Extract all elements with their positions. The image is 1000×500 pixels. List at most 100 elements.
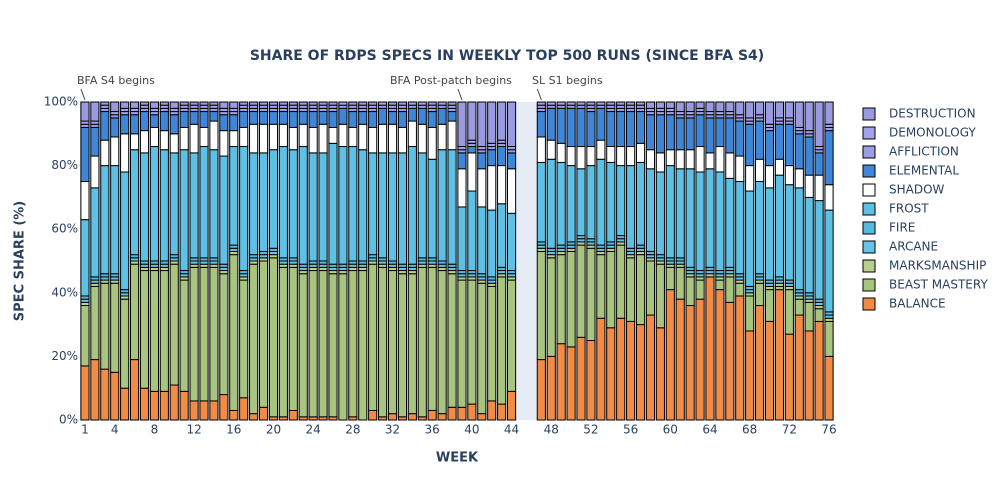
- bar-segment: [556, 254, 566, 345]
- bar-segment: [169, 152, 179, 256]
- legend-label: BEAST MASTERY: [889, 278, 988, 292]
- bar-segment: [199, 266, 209, 402]
- bar-segment: [437, 270, 447, 415]
- bar-segment: [417, 101, 427, 106]
- bar-segment: [90, 285, 100, 361]
- bar-segment: [110, 136, 120, 167]
- bar-segment: [249, 123, 259, 154]
- bar-segment: [665, 266, 675, 291]
- x-tick-label: 52: [583, 423, 598, 437]
- bar-segment: [814, 152, 824, 176]
- bar-segment: [497, 165, 507, 205]
- bar-segment: [129, 149, 140, 256]
- bar-segment: [199, 400, 209, 421]
- bar-segment: [685, 168, 695, 268]
- bar-segment: [298, 146, 308, 265]
- bar-segment: [635, 101, 646, 106]
- bar-segment: [665, 149, 675, 167]
- bar-segment: [209, 111, 219, 122]
- bar-segment: [278, 266, 288, 418]
- x-tick-label: 8: [151, 423, 159, 437]
- bar-segment: [586, 340, 596, 421]
- bar-segment: [139, 152, 150, 262]
- bar-segment: [755, 101, 765, 116]
- bar-segment: [477, 152, 487, 170]
- bar-segment: [268, 257, 279, 418]
- bar-segment: [804, 196, 814, 294]
- bar-segment: [586, 247, 596, 341]
- bar-segment: [735, 120, 745, 157]
- bar-segment: [239, 111, 249, 128]
- bar-segment: [318, 152, 328, 262]
- bar-segment: [556, 142, 566, 163]
- chart-title: SHARE OF RDPS SPECS IN WEEKLY TOP 500 RU…: [250, 48, 764, 64]
- bar-segment: [596, 139, 606, 160]
- bar-segment: [467, 403, 477, 421]
- bar-segment: [774, 289, 785, 421]
- bar-segment: [90, 187, 100, 278]
- bar-segment: [328, 142, 338, 265]
- bar-segment: [616, 111, 626, 148]
- bar-segment: [487, 209, 497, 278]
- bar-segment: [755, 282, 765, 307]
- bar-segment: [814, 320, 824, 421]
- bar-segment: [129, 114, 140, 135]
- bar-segment: [209, 149, 219, 259]
- bar-segment: [387, 270, 398, 415]
- bar-segment: [338, 146, 348, 265]
- bar-segment: [596, 317, 606, 421]
- bar-segment: [368, 101, 378, 106]
- bar-segment: [189, 400, 199, 421]
- annotation: SL S1 begins: [532, 74, 603, 87]
- bar-segment: [675, 266, 685, 300]
- bar-segment: [755, 305, 765, 421]
- bar-segment: [348, 146, 358, 262]
- bar-segment: [764, 289, 775, 322]
- legend-label: SHADOW: [889, 183, 945, 197]
- bar-segment: [268, 101, 279, 106]
- bar-segment: [745, 101, 755, 119]
- bar-segment: [437, 123, 447, 151]
- bar-segment: [487, 285, 497, 402]
- bar-segment: [268, 123, 279, 151]
- bar-segment: [735, 282, 745, 297]
- bar-segment: [606, 146, 616, 163]
- bar-segment: [120, 171, 130, 291]
- bar-segment: [288, 266, 298, 411]
- bar-segment: [546, 257, 556, 357]
- bar-segment: [626, 111, 636, 148]
- bar-segment: [80, 305, 90, 367]
- bar-segment: [447, 101, 457, 106]
- bar-segment: [308, 111, 318, 128]
- bar-segment: [378, 266, 388, 418]
- bar-segment: [824, 184, 834, 211]
- bar-segment: [794, 314, 804, 421]
- bar-segment: [725, 301, 735, 421]
- bar-segment: [407, 120, 417, 148]
- bar-segment: [368, 152, 378, 256]
- bar-segment: [258, 101, 269, 106]
- bar-segment: [556, 101, 566, 106]
- bar-segment: [189, 101, 199, 106]
- bar-segment: [90, 155, 100, 189]
- bar-segment: [745, 295, 755, 332]
- bar-segment: [110, 117, 120, 138]
- y-tick-label: 40%: [51, 285, 78, 299]
- bar-segment: [655, 101, 665, 109]
- bar-segment: [695, 279, 705, 300]
- bar-segment: [606, 161, 616, 243]
- bar-segment: [794, 168, 804, 189]
- bar-segment: [616, 317, 626, 421]
- bar-segment: [804, 330, 814, 421]
- bar-segment: [338, 107, 348, 125]
- bar-segment: [814, 308, 824, 322]
- bar-segment: [715, 279, 725, 291]
- bar-segment: [378, 107, 388, 125]
- bar-segment: [467, 146, 477, 154]
- bar-segment: [626, 257, 636, 322]
- bar-segment: [635, 111, 646, 144]
- bar-segment: [645, 101, 656, 109]
- legend-swatch: [862, 183, 876, 197]
- bar-segment: [328, 101, 338, 106]
- bar-segment: [506, 279, 517, 392]
